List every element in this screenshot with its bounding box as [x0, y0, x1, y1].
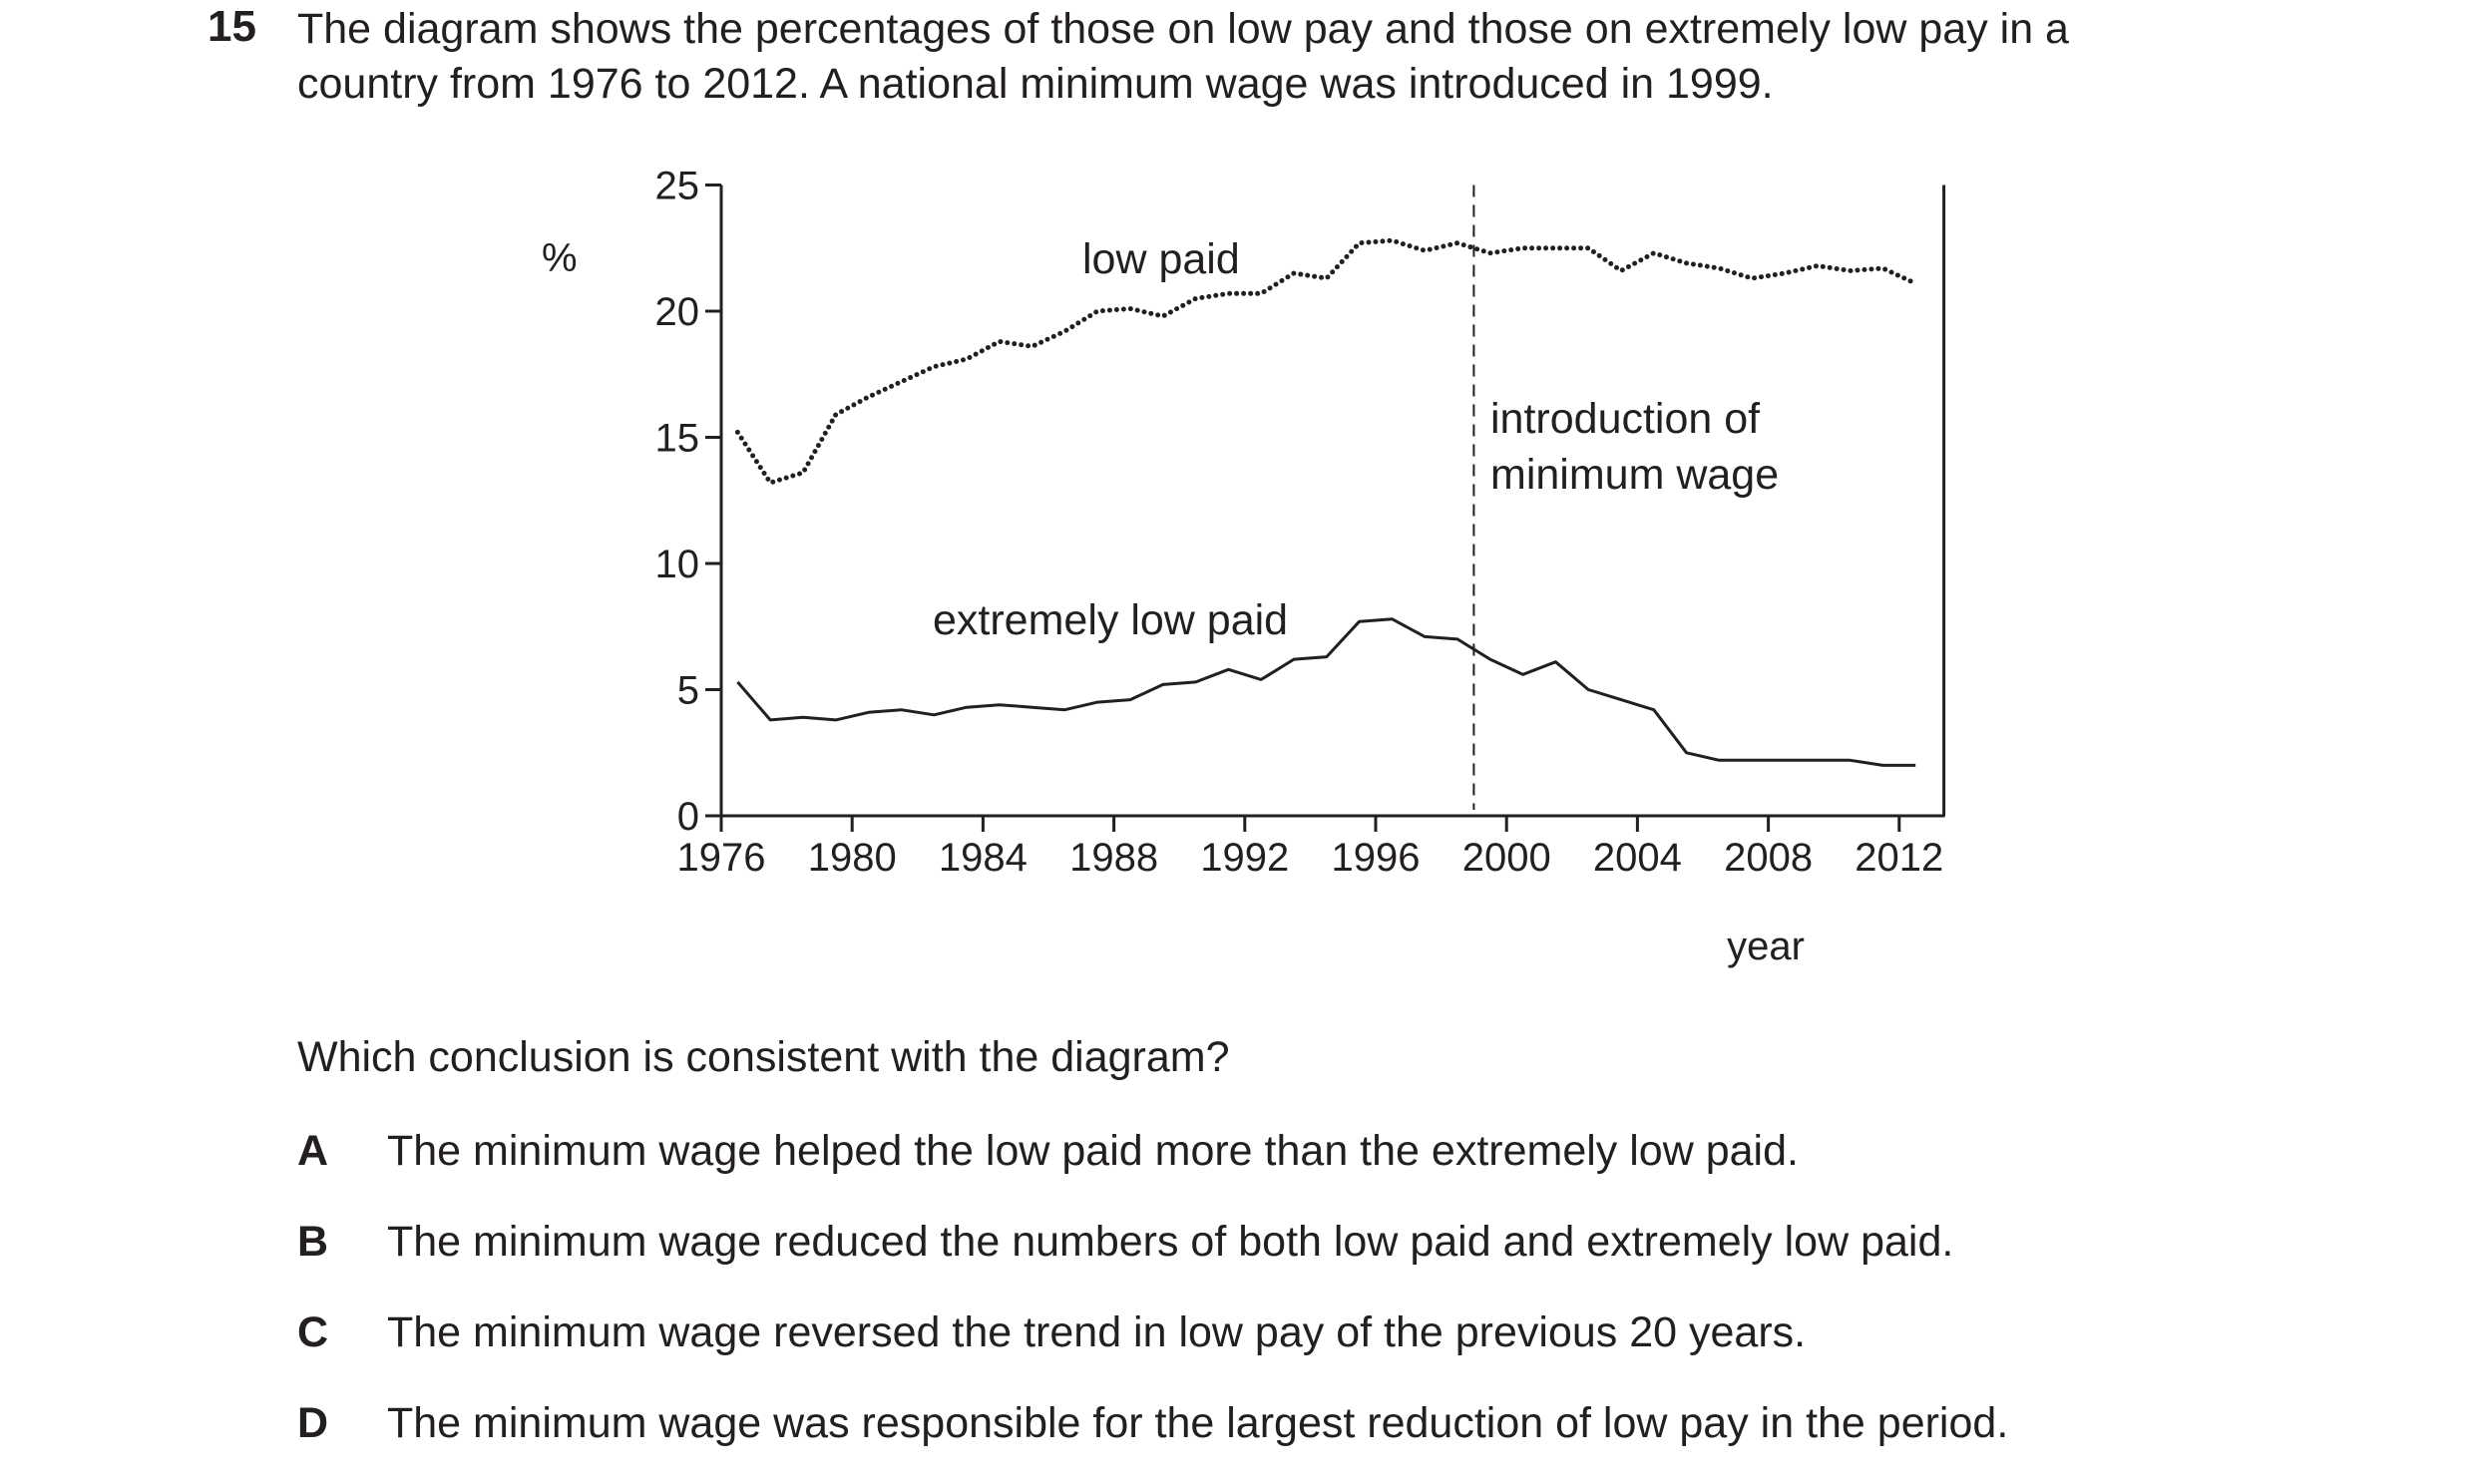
- x-tick-label: 2000: [1462, 836, 1551, 880]
- chart-labels: % year low paid extremely low paid intro…: [542, 235, 1805, 968]
- y-axis-label: %: [542, 236, 578, 280]
- annotation-line-1: introduction of: [1490, 395, 1761, 443]
- annotation-line-2: minimum wage: [1490, 451, 1779, 499]
- option-letter: C: [297, 1308, 329, 1356]
- x-tick-label: 1996: [1332, 836, 1421, 880]
- y-tick-label: 10: [655, 543, 700, 586]
- option-text: The minimum wage was responsible for the…: [387, 1399, 2009, 1447]
- x-tick-label: 1980: [808, 836, 897, 880]
- x-tick-label: 1988: [1069, 836, 1158, 880]
- y-tick-label: 0: [677, 795, 699, 839]
- y-tick-label: 15: [655, 417, 700, 461]
- y-tick-label: 25: [655, 165, 700, 208]
- question-prompt: Which conclusion is consistent with the …: [297, 1033, 1230, 1081]
- line-chart: 0 5 10 15 20 25 1976 1980 1984 1988 1992 1996 2000 20…: [542, 165, 1946, 968]
- x-tick-label: 2012: [1855, 836, 1943, 880]
- x-tick-label: 1984: [939, 836, 1028, 880]
- question-stem-line-2: country from 1976 to 2012. A national mi…: [297, 60, 1774, 108]
- question-stem-line-1: The diagram shows the percentages of tho…: [297, 5, 2069, 53]
- option-text: The minimum wage helped the low paid mor…: [387, 1127, 1799, 1175]
- option-text: The minimum wage reduced the numbers of …: [387, 1218, 1954, 1266]
- y-tick-label: 5: [677, 669, 699, 713]
- option-letter: D: [297, 1399, 329, 1447]
- chart-series: [734, 237, 1918, 767]
- x-axis-label: year: [1727, 925, 1805, 968]
- question-number: 15: [207, 2, 256, 51]
- option-letter: B: [297, 1218, 329, 1266]
- chart-axes: 0 5 10 15 20 25 1976 1980 1984 1988 1992 1996 2000 20…: [655, 165, 1946, 880]
- x-tick-label: 1976: [677, 836, 766, 880]
- x-tick-label: 2008: [1724, 836, 1813, 880]
- series-line-low-paid: [734, 237, 1918, 486]
- series-label-low-paid: low paid: [1082, 235, 1240, 283]
- x-tick-label: 1992: [1200, 836, 1289, 880]
- y-tick-label: 20: [655, 290, 700, 334]
- series-label-extremely-low-paid: extremely low paid: [933, 596, 1288, 644]
- question-stem: The diagram shows the percentages of tho…: [297, 2, 2292, 112]
- x-tick-label: 2004: [1593, 836, 1682, 880]
- option-text: The minimum wage reversed the trend in l…: [387, 1308, 1807, 1356]
- series-line-extremely-low-paid: [736, 617, 1916, 767]
- option-letter: A: [297, 1127, 329, 1175]
